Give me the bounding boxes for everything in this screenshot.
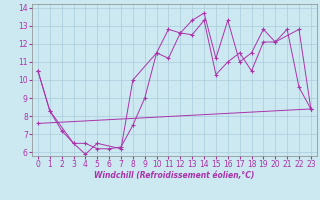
X-axis label: Windchill (Refroidissement éolien,°C): Windchill (Refroidissement éolien,°C) bbox=[94, 171, 255, 180]
